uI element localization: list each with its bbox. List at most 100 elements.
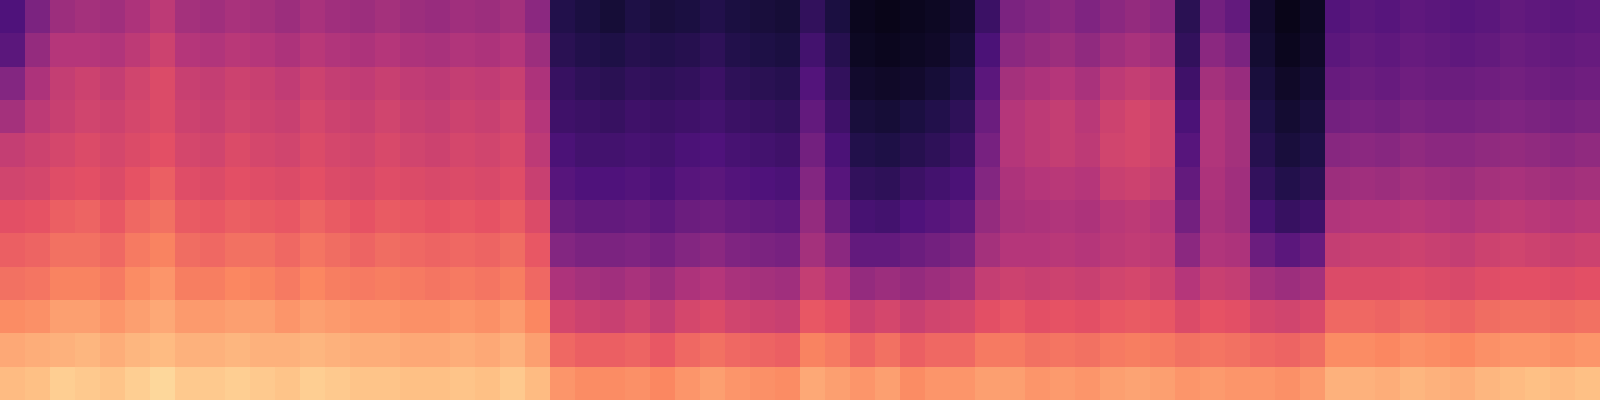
heat-cell (125, 333, 151, 367)
heat-cell (1050, 167, 1076, 201)
heat-cell (750, 233, 776, 267)
heat-cell (100, 133, 126, 167)
heat-cell (975, 233, 1001, 267)
heat-cell (1375, 0, 1401, 34)
heat-cell (1425, 0, 1451, 34)
heat-cell (1300, 267, 1326, 301)
heat-cell (975, 33, 1001, 67)
heat-cell (700, 367, 726, 400)
heat-cell (1125, 200, 1151, 234)
heat-cell (1450, 0, 1476, 34)
heat-cell (25, 133, 51, 167)
heat-cell (1200, 33, 1226, 67)
heat-cell (1000, 300, 1026, 334)
heat-cell (575, 67, 601, 101)
heat-cell (925, 67, 951, 101)
heat-cell (1400, 133, 1426, 167)
heat-cell (25, 0, 51, 34)
heat-cell (325, 367, 351, 400)
heat-cell (850, 200, 876, 234)
heat-cell (675, 133, 701, 167)
heat-cell (1075, 300, 1101, 334)
heat-cell (725, 300, 751, 334)
heat-cell (975, 267, 1001, 301)
heat-cell (525, 33, 551, 67)
heat-cell (300, 300, 326, 334)
heat-cell (675, 67, 701, 101)
heat-cell (1475, 267, 1501, 301)
heat-cell (250, 267, 276, 301)
heat-cell (1525, 300, 1551, 334)
heat-cell (250, 67, 276, 101)
heat-cell (1500, 67, 1526, 101)
heat-cell (275, 33, 301, 67)
heat-cell (1225, 333, 1251, 367)
heat-cell (375, 33, 401, 67)
heat-cell (1525, 67, 1551, 101)
heat-cell (650, 300, 676, 334)
heat-cell (350, 133, 376, 167)
heat-cell (1475, 67, 1501, 101)
heat-cell (125, 167, 151, 201)
heat-cell (975, 300, 1001, 334)
heat-cell (1200, 200, 1226, 234)
heat-cell (1425, 367, 1451, 400)
heat-cell (1075, 267, 1101, 301)
heat-cell (925, 233, 951, 267)
heat-cell (1275, 333, 1301, 367)
heat-cell (775, 300, 801, 334)
heat-cell (400, 333, 426, 367)
heat-cell (1250, 33, 1276, 67)
heat-cell (250, 233, 276, 267)
heat-cell (1475, 133, 1501, 167)
heat-cell (50, 267, 76, 301)
heat-cell (750, 67, 776, 101)
heat-cell (875, 267, 901, 301)
heat-cell (125, 200, 151, 234)
heat-cell (1550, 167, 1576, 201)
heat-cell (850, 167, 876, 201)
heat-cell (1000, 0, 1026, 34)
heat-cell (400, 200, 426, 234)
heat-cell (700, 133, 726, 167)
heat-cell (825, 233, 851, 267)
heat-cell (850, 33, 876, 67)
heat-cell (725, 167, 751, 201)
heat-cell (1550, 367, 1576, 400)
heat-cell (850, 300, 876, 334)
heat-cell (150, 33, 176, 67)
heat-cell (1500, 267, 1526, 301)
heat-cell (1050, 33, 1076, 67)
heat-cell (1150, 333, 1176, 367)
heat-cell (525, 167, 551, 201)
heat-cell (300, 267, 326, 301)
heat-cell (25, 233, 51, 267)
heat-cell (325, 300, 351, 334)
heat-cell (150, 0, 176, 34)
heat-cell (800, 167, 826, 201)
heat-cell (0, 133, 26, 167)
heat-cell (700, 0, 726, 34)
heat-cell (225, 33, 251, 67)
heat-cell (150, 367, 176, 400)
heat-cell (1525, 133, 1551, 167)
heat-cell (225, 233, 251, 267)
heat-cell (275, 233, 301, 267)
heat-cell (1100, 67, 1126, 101)
heat-cell (350, 33, 376, 67)
heat-cell (50, 333, 76, 367)
heat-cell (1150, 33, 1176, 67)
heat-cell (500, 367, 526, 400)
heat-cell (1225, 67, 1251, 101)
heat-cell (1025, 100, 1051, 134)
heat-cell (100, 100, 126, 134)
heat-cell (475, 233, 501, 267)
heat-cell (125, 367, 151, 400)
heat-cell (200, 333, 226, 367)
heat-cell (775, 167, 801, 201)
heat-cell (1325, 0, 1351, 34)
heat-cell (500, 200, 526, 234)
heat-cell (775, 100, 801, 134)
heat-cell (1175, 133, 1201, 167)
heat-cell (550, 167, 576, 201)
